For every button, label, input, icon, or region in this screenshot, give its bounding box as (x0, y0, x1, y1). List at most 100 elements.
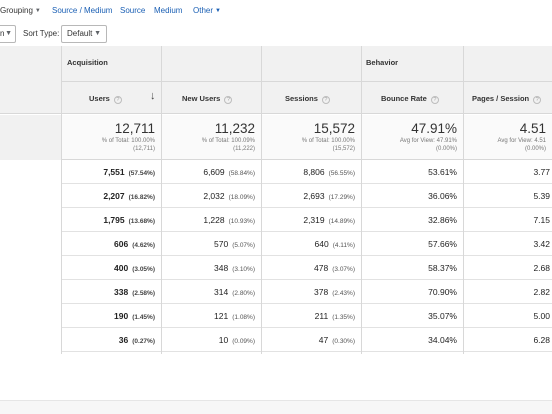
col-header-sessions[interactable]: Sessions? (261, 82, 361, 114)
cell-pages-session: 3.77 (463, 160, 550, 184)
table-row[interactable]: 338 (2.58%) 314 (2.80%) 378 (2.43%) 70.90% 2.82 (0, 280, 552, 304)
pages-session-value: 2.82 (533, 287, 550, 297)
cell-new-users: 10 (0.09%) (161, 328, 255, 352)
sessions-percent: (0.30%) (332, 338, 355, 345)
bounce-rate-value: 32.86% (428, 215, 457, 225)
total-pages-session: 4.51 Avg for View: 4.51 (0.00%) (463, 115, 552, 160)
total-bounce-rate-value: 47.91% (411, 121, 457, 136)
cell-pages-session: 7.15 (463, 208, 550, 232)
new-users-percent: (10.93%) (228, 218, 255, 225)
table-row[interactable]: 400 (3.05%) 348 (3.10%) 478 (3.07%) 58.37% 2.68 (0, 256, 552, 280)
new-users-value: 1,228 (203, 215, 225, 225)
total-pages-session-value: 4.51 (519, 121, 546, 136)
total-new-users-sub: % of Total: 100.09% (11,222) (202, 138, 255, 153)
bounce-rate-value: 53.61% (428, 167, 457, 177)
total-new-users-line2: (11,222) (233, 145, 255, 152)
totals-dimension-cell (0, 115, 61, 160)
cell-bounce-rate: 36.06% (361, 184, 457, 208)
cell-pages-session: 6.28 (463, 328, 550, 352)
new-users-value: 6,609 (203, 167, 225, 177)
totals-row: 12,711 % of Total: 100.00% (12,711) 11,23… (0, 115, 552, 160)
behavior-group-header: Behavior (361, 46, 552, 82)
col-header-bounce-rate[interactable]: Bounce Rate? (361, 82, 463, 114)
total-users: 12,711 % of Total: 100.00% (12,711) (61, 115, 161, 160)
new-users-percent: (5.07%) (232, 242, 255, 249)
total-pages-session-line2: (0.00%) (524, 145, 546, 152)
total-sessions-line1: % of Total: 100.00% (301, 138, 355, 144)
users-percent: (13.68%) (128, 218, 155, 225)
help-icon[interactable]: ? (224, 96, 233, 104)
column-divider (361, 46, 362, 354)
table-row[interactable]: 190 (1.45%) 121 (1.08%) 211 (1.35%) 35.07% 5.00 (0, 304, 552, 328)
cell-sessions: 478 (3.07%) (261, 256, 355, 280)
col-header-new-users[interactable]: New Users? (161, 82, 261, 114)
total-bounce-rate: 47.91% Avg for View: 47.91% (0.00%) (361, 115, 463, 160)
table-row[interactable]: 606 (4.62%) 570 (5.07%) 640 (4.11%) 57.66% 3.42 (0, 232, 552, 256)
users-value: 190 (114, 311, 129, 321)
cell-users: 36 (0.27%) (61, 328, 155, 352)
users-percent: (0.27%) (132, 338, 155, 345)
sessions-value: 640 (314, 239, 329, 249)
table-row[interactable]: 36 (0.27%) 10 (0.09%) 47 (0.30%) 34.04% 6.28 (0, 328, 552, 352)
table-row[interactable]: 1,795 (13.68%) 1,228 (10.93%) 2,319 (14.89%) 3… (0, 208, 552, 232)
col-new-users-label: New Users? (182, 94, 233, 104)
cell-users: 400 (3.05%) (61, 256, 155, 280)
tab-source-medium[interactable]: Source / Medium (52, 6, 113, 15)
new-users-percent: (2.80%) (232, 290, 255, 297)
cell-pages-session: 5.39 (463, 184, 550, 208)
tab-grouping[interactable]: Grouping ▼ (0, 5, 41, 17)
new-users-percent: (18.09%) (228, 194, 255, 201)
tab-other[interactable]: Other ▼ (193, 5, 221, 17)
pages-session-value: 2.68 (533, 263, 550, 273)
col-header-pages-session[interactable]: Pages / Session? (463, 82, 552, 114)
cell-bounce-rate: 58.37% (361, 256, 457, 280)
users-text: Users (89, 94, 110, 103)
cell-bounce-rate: 32.86% (361, 208, 457, 232)
total-sessions: 15,572 % of Total: 100.00% (15,572) (261, 115, 361, 160)
total-users-value: 12,711 (114, 121, 155, 136)
new-users-value: 10 (218, 335, 229, 345)
table-row[interactable]: 7,551 (57.54%) 6,609 (58.84%) 8,806 (56.55%) 5… (0, 160, 552, 184)
cell-new-users: 121 (1.08%) (161, 304, 255, 328)
tab-source[interactable]: Source (120, 6, 146, 15)
chevron-down-icon: ▼ (5, 30, 12, 37)
sessions-percent: (2.43%) (332, 290, 355, 297)
sessions-value: 47 (318, 335, 329, 345)
help-icon[interactable]: ? (321, 96, 330, 104)
sessions-value: 211 (314, 311, 329, 321)
users-percent: (2.58%) (132, 290, 155, 297)
total-new-users-value: 11,232 (214, 121, 255, 136)
users-value: 36 (118, 335, 129, 345)
cell-pages-session: 2.68 (463, 256, 550, 280)
bounce-rate-text: Bounce Rate (381, 94, 427, 103)
sort-type-label: Sort Type: (23, 29, 60, 38)
dimension-column-header (0, 46, 61, 114)
total-sessions-line2: (15,572) (332, 145, 355, 152)
total-pages-session-sub: Avg for View: 4.51 (0.00%) (498, 138, 546, 153)
sort-type-select[interactable]: Default ▼ (61, 25, 107, 43)
col-header-users[interactable]: Users? ↓ (61, 82, 161, 114)
table-row[interactable]: 2,207 (16.82%) 2,032 (18.09%) 2,693 (17.29%) 3… (0, 184, 552, 208)
sessions-percent: (1.35%) (332, 314, 355, 321)
left-select-value: n (0, 29, 5, 38)
left-select[interactable]: n ▼ (0, 25, 16, 43)
row-dimension-cell (0, 208, 61, 232)
total-users-sub: % of Total: 100.00% (12,711) (102, 138, 155, 153)
sessions-value: 2,319 (303, 215, 325, 225)
cell-sessions: 47 (0.30%) (261, 328, 355, 352)
new-users-text: New Users (182, 94, 221, 103)
tab-medium[interactable]: Medium (154, 6, 183, 15)
cell-sessions: 211 (1.35%) (261, 304, 355, 328)
table-controls: n ▼ Sort Type: Default ▼ (0, 22, 552, 46)
total-pages-session-line1: Avg for View: 4.51 (497, 138, 546, 144)
dimension-tabs: Grouping ▼ Source / Medium Source Medium … (0, 0, 552, 22)
column-divider (261, 46, 262, 354)
help-icon[interactable]: ? (533, 96, 542, 104)
col-sessions-label: Sessions? (285, 94, 330, 104)
help-icon[interactable]: ? (430, 96, 439, 104)
help-icon[interactable]: ? (113, 96, 122, 104)
pages-session-value: 5.39 (533, 191, 550, 201)
total-bounce-rate-line1: Avg for View: 47.91% (399, 138, 457, 144)
bounce-rate-value: 57.66% (428, 239, 457, 249)
total-users-line2: (12,711) (133, 145, 155, 152)
